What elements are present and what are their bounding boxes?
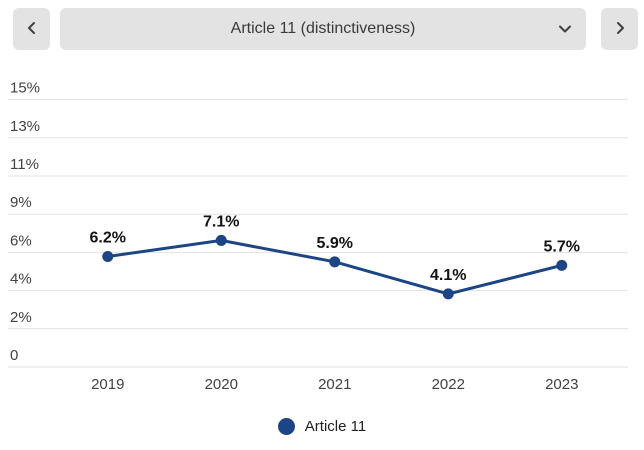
y-tick-label: 9% (10, 194, 32, 211)
data-point (215, 234, 227, 246)
legend-marker (277, 418, 295, 435)
y-tick-label: 15% (10, 80, 40, 97)
point-label: 5.9% (317, 235, 353, 252)
x-tick-label: 2020 (205, 376, 238, 393)
chevron-left-icon (25, 21, 39, 38)
toolbar: Article 11 (distinctiveness) (0, 0, 644, 50)
y-tick-label: 11% (10, 156, 39, 173)
chevron-right-icon (613, 21, 627, 38)
x-tick-label: 2023 (545, 376, 578, 393)
x-tick-label: 2022 (432, 376, 465, 393)
chevron-down-icon (558, 22, 572, 41)
data-point (102, 250, 114, 262)
next-button[interactable] (601, 8, 638, 50)
legend: Article 11 (0, 418, 644, 435)
x-tick-label: 2019 (91, 376, 124, 393)
point-label: 5.7% (544, 238, 580, 255)
data-point (329, 256, 341, 268)
prev-button[interactable] (13, 8, 50, 50)
point-label: 7.1% (203, 213, 239, 230)
legend-label: Article 11 (304, 418, 367, 435)
point-label: 4.1% (430, 267, 466, 284)
point-label: 6.2% (90, 229, 126, 246)
y-tick-label: 4% (10, 271, 32, 288)
x-tick-label: 2021 (318, 376, 351, 393)
y-tick-label: 2% (10, 309, 32, 326)
line-chart: 15% 13% 11% 9% 6% 4% 2% 0 6.2% 7.1% 5.9% 4.1% 5.7% 20… (0, 60, 644, 400)
data-point (556, 259, 568, 271)
data-point (442, 288, 454, 300)
y-tick-label: 0 (10, 347, 18, 364)
y-tick-label: 13% (10, 118, 40, 135)
y-tick-label: 6% (10, 232, 32, 249)
chart-canvas: 15% 13% 11% 9% 6% 4% 2% 0 6.2% 7.1% 5.9% 4.1% 5.7% 20… (8, 80, 628, 393)
metric-dropdown[interactable]: Article 11 (distinctiveness) (60, 8, 586, 50)
metric-dropdown-value: Article 11 (distinctiveness) (230, 20, 416, 37)
